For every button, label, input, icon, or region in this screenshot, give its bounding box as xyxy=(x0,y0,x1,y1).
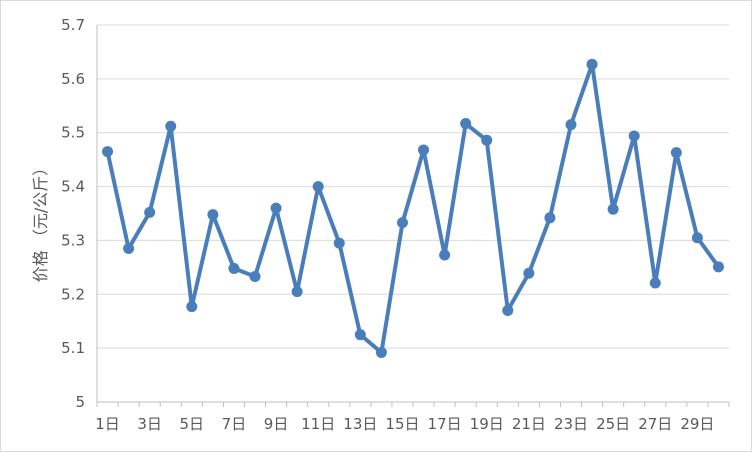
x-tick-label: 19日 xyxy=(470,415,504,433)
y-axis-title: 价格 （元/公斤） xyxy=(31,160,50,282)
x-tick-label: 17日 xyxy=(428,415,462,433)
y-tick-label: 5 xyxy=(75,393,85,411)
data-point xyxy=(249,271,261,283)
y-tick-label: 5.4 xyxy=(61,178,85,196)
series-price xyxy=(102,58,724,358)
y-tick-labels: 5 5.1 5.2 5.3 5.4 5.5 5.6 5.7 xyxy=(61,16,85,411)
x-tick-label: 29日 xyxy=(680,415,714,433)
data-point xyxy=(691,232,703,244)
x-tick-labels: 1日 3日 5日 7日 9日 11日 13日 15日 17日 19日 21日 23日 25日 27日 29日 xyxy=(95,415,714,433)
data-point xyxy=(649,277,661,289)
data-point xyxy=(712,261,724,273)
data-point xyxy=(439,249,451,261)
x-tick-label: 25日 xyxy=(596,415,630,433)
data-point xyxy=(481,134,493,146)
data-point xyxy=(333,237,345,249)
x-tick-label: 27日 xyxy=(638,415,672,433)
data-point xyxy=(312,181,324,193)
data-point xyxy=(207,209,219,221)
series-line xyxy=(105,62,721,355)
y-tick-label: 5.5 xyxy=(61,124,85,142)
x-tick-label: 5日 xyxy=(180,415,205,433)
data-point xyxy=(396,217,408,229)
data-point xyxy=(586,58,598,70)
data-point xyxy=(291,286,303,298)
data-point xyxy=(607,203,619,215)
data-point xyxy=(670,147,682,159)
x-tick-label: 13日 xyxy=(343,415,377,433)
data-point xyxy=(270,202,282,214)
gridlines xyxy=(97,24,729,349)
data-point xyxy=(565,119,577,131)
data-point xyxy=(102,146,114,158)
data-point xyxy=(186,301,198,313)
x-tick-label: 1日 xyxy=(95,415,120,433)
data-point xyxy=(628,130,640,142)
data-point xyxy=(228,262,240,274)
x-tick-label: 11日 xyxy=(301,415,335,433)
data-point xyxy=(523,267,535,279)
data-point xyxy=(544,212,556,224)
y-tick-label: 5.1 xyxy=(61,339,85,357)
data-point xyxy=(165,120,177,132)
data-point xyxy=(418,144,430,156)
y-tick-label: 5.6 xyxy=(61,70,85,88)
data-point xyxy=(460,118,472,130)
data-point xyxy=(502,304,514,316)
x-tick-label: 15日 xyxy=(385,415,419,433)
axes xyxy=(96,25,730,407)
x-tick-label: 3日 xyxy=(137,415,162,433)
y-tick-label: 5.2 xyxy=(61,285,85,303)
y-tick-label: 5.7 xyxy=(61,16,85,34)
data-point xyxy=(144,206,156,218)
x-tick-label: 7日 xyxy=(222,415,247,433)
x-tick-label: 21日 xyxy=(512,415,546,433)
x-tick-label: 23日 xyxy=(554,415,588,433)
x-tick-label: 9日 xyxy=(264,415,289,433)
data-point xyxy=(354,329,366,341)
data-point xyxy=(375,346,387,358)
data-point xyxy=(123,243,135,255)
y-tick-label: 5.3 xyxy=(61,231,85,249)
